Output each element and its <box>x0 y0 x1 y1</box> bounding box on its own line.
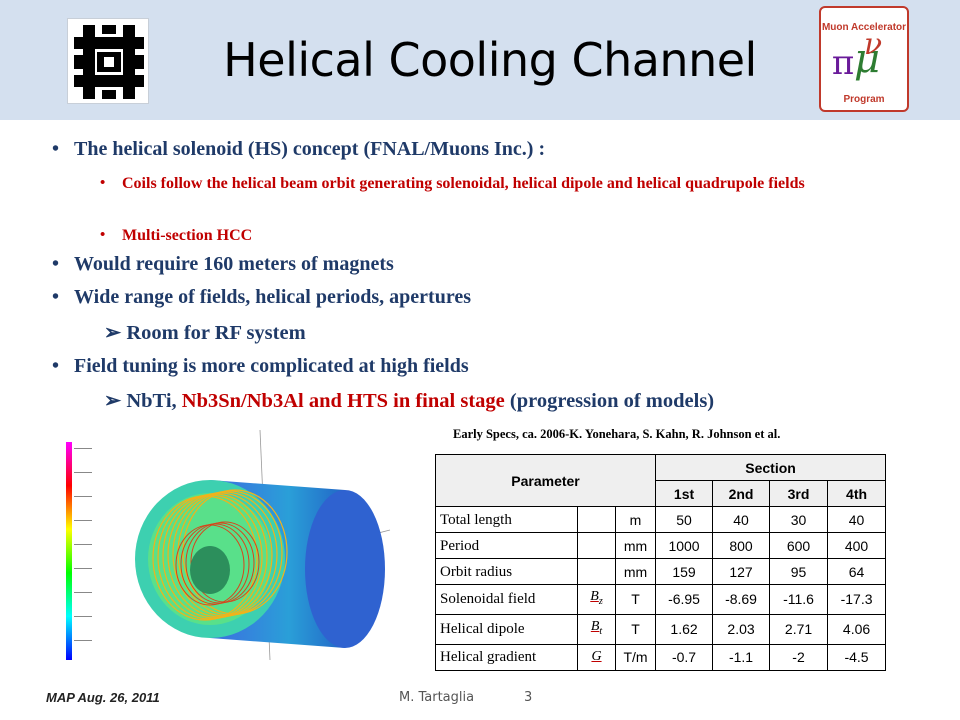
row-unit: m <box>614 506 657 533</box>
page-number: 3 <box>524 690 533 705</box>
map-logo: Muon Accelerator μ π ν Program <box>819 6 909 112</box>
row-value: -11.6 <box>769 584 829 615</box>
table-row: Helical dipole Bt T 1.62 2.03 2.71 4.06 <box>435 613 887 645</box>
row-value: -2 <box>769 643 829 671</box>
row-value: 50 <box>655 506 714 533</box>
row-symbol <box>577 532 616 559</box>
arrow-icon: ➢ <box>104 390 127 412</box>
title-bar <box>0 0 960 120</box>
row-value: 4.06 <box>827 613 887 645</box>
row-name: Total length <box>435 506 578 533</box>
section-col-2: 2nd <box>712 480 771 507</box>
bullet-text: The helical solenoid (HS) concept (FNAL/… <box>74 138 546 160</box>
fermilab-logo-icon <box>74 25 144 99</box>
row-value: 40 <box>827 506 887 533</box>
svg-text:π: π <box>832 43 854 83</box>
row-value: -8.69 <box>712 584 771 615</box>
row-value: 64 <box>827 558 887 585</box>
row-value: -6.95 <box>655 584 714 615</box>
row-value: 2.71 <box>769 613 829 645</box>
table-header-row: Parameter Section <box>434 454 887 507</box>
row-value: 40 <box>712 506 771 533</box>
bullet-text: Would require 160 meters of magnets <box>74 253 394 275</box>
row-value: 800 <box>712 532 771 559</box>
section-col-1: 1st <box>655 480 714 507</box>
table-row: Helical gradient G T/m -0.7 -1.1 -2 -4.5 <box>435 643 887 671</box>
row-name: Solenoidal field <box>435 584 578 615</box>
arrow-item-text-b: Nb3Sn/Nb3Al and HTS in final stage <box>181 390 505 412</box>
row-value: -0.7 <box>655 643 714 671</box>
specs-table: Parameter Section 1st 2nd 3rd 4th Total … <box>434 454 887 671</box>
row-value: 127 <box>712 558 771 585</box>
table-caption: Early Specs, ca. 2006-K. Yonehara, S. Ka… <box>453 427 781 441</box>
row-unit: T/m <box>614 643 657 671</box>
footer-author: M. Tartaglia <box>399 690 475 705</box>
arrow-item-text-a: NbTi, <box>126 390 182 412</box>
bullet-text: Coils follow the helical beam orbit gene… <box>122 175 805 192</box>
row-value: 95 <box>769 558 829 585</box>
row-value: 30 <box>769 506 829 533</box>
row-value: 2.03 <box>712 613 771 645</box>
row-value: 159 <box>655 558 714 585</box>
row-value: 400 <box>827 532 887 559</box>
table-row: Period mm 1000 800 600 400 <box>435 532 887 559</box>
row-name: Orbit radius <box>435 558 578 585</box>
row-value: 1.62 <box>655 613 714 645</box>
row-name: Helical dipole <box>435 613 578 645</box>
table-subheader-row: 1st 2nd 3rd 4th <box>436 480 887 507</box>
bullet-dot: • <box>52 138 60 160</box>
row-symbol: Bz <box>577 584 616 615</box>
row-name: Helical gradient <box>435 643 578 671</box>
slide-title: Helical Cooling Channel <box>223 33 757 87</box>
row-unit: mm <box>614 532 657 559</box>
row-value: -4.5 <box>827 643 887 671</box>
arrow-icon: ➢ <box>104 322 127 344</box>
row-name: Period <box>435 532 578 559</box>
row-symbol <box>577 506 616 533</box>
parameter-header: Parameter <box>434 454 657 507</box>
color-scale-bar <box>66 442 72 660</box>
section-col-3: 3rd <box>769 480 829 507</box>
bullet-dot: • <box>52 355 60 377</box>
svg-text:μ: μ <box>854 36 880 82</box>
row-symbol: G <box>577 643 616 671</box>
row-symbol <box>577 558 616 585</box>
footer-date: MAP Aug. 26, 2011 <box>46 690 160 705</box>
arrow-item-text: Room for RF system <box>126 322 306 344</box>
map-logo-icon: Muon Accelerator μ π ν Program <box>822 22 906 105</box>
table-row: Orbit radius mm 159 127 95 64 <box>435 558 887 585</box>
svg-text:Muon Accelerator: Muon Accelerator <box>822 22 906 33</box>
bullet-text: Field tuning is more complicated at high… <box>74 355 469 377</box>
section-col-4: 4th <box>827 480 887 507</box>
bullet-dot: • <box>100 175 106 191</box>
bullet-text: Multi-section HCC <box>122 227 253 244</box>
svg-text:Program: Program <box>843 94 884 105</box>
bullet-dot: • <box>52 286 60 308</box>
arrow-item-conductors: ➢ NbTi, Nb3Sn/Nb3Al and HTS in final sta… <box>104 388 714 413</box>
bullet-dot: • <box>100 227 106 243</box>
row-unit: mm <box>614 558 657 585</box>
row-value: -1.1 <box>712 643 771 671</box>
arrow-item-text-c: (progression of models) <box>504 390 715 412</box>
section-header: Section <box>655 454 887 481</box>
table-row: Solenoidal field Bz T -6.95 -8.69 -11.6 … <box>435 584 887 615</box>
bullet-dot: • <box>52 253 60 275</box>
svg-text:ν: ν <box>864 27 882 62</box>
arrow-item-rf-system: ➢ Room for RF system <box>104 320 306 345</box>
fermilab-logo <box>67 18 149 104</box>
row-unit: T <box>614 613 657 645</box>
bullet-text: Wide range of fields, helical periods, a… <box>74 286 472 308</box>
table-row: Total length m 50 40 30 40 <box>435 506 887 533</box>
helical-solenoid-model-image <box>60 420 400 665</box>
row-value: 600 <box>769 532 829 559</box>
row-symbol: Bt <box>577 613 616 645</box>
row-value: 1000 <box>655 532 714 559</box>
row-unit: T <box>614 584 657 615</box>
row-value: -17.3 <box>827 584 887 615</box>
